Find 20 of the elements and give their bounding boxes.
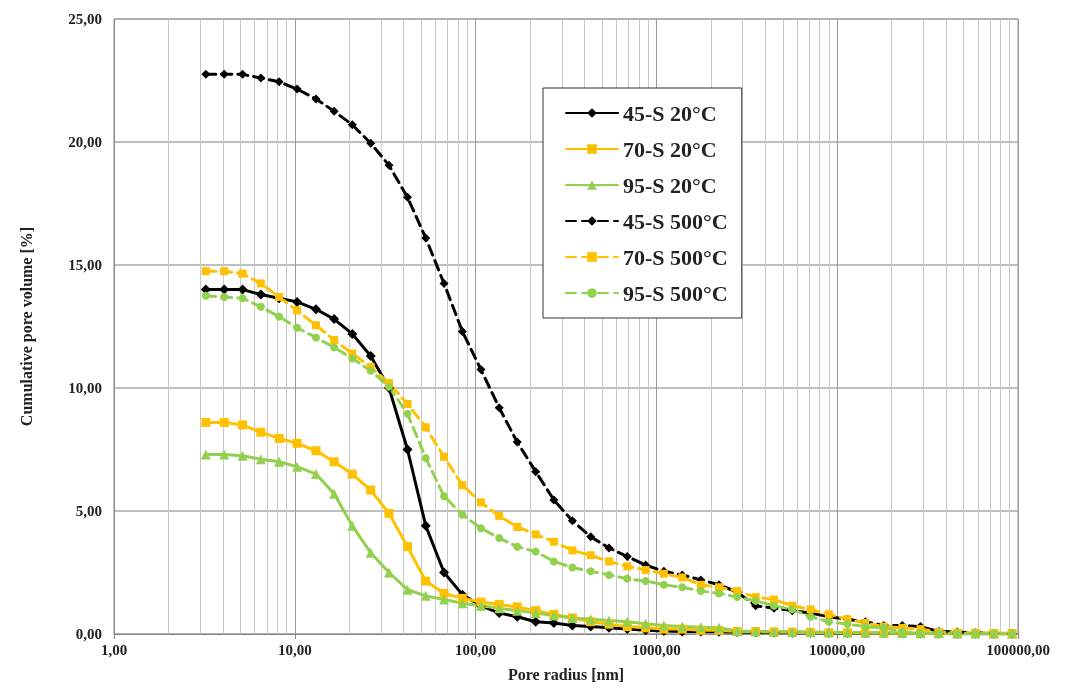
y-tick-label: 20,00 <box>68 134 102 150</box>
x-axis-title: Pore radius [nm] <box>507 665 625 683</box>
y-tick-label: 15,00 <box>68 257 102 273</box>
y-tick-label: 10,00 <box>68 380 102 396</box>
y-tick-label: 5,00 <box>75 503 102 519</box>
x-tick-label: 10,00 <box>277 641 312 658</box>
x-tick-label: 10000,00 <box>809 641 866 658</box>
x-tick-label: 100000,00 <box>986 641 1050 658</box>
x-tick-label: 1000,00 <box>632 641 681 658</box>
y-axis-title: Cumulative pore volume [%] <box>17 226 36 427</box>
y-tick-label: 0,00 <box>75 626 102 642</box>
x-tick-label: 100,00 <box>454 641 497 658</box>
legend-label: 95-S 500°C <box>623 280 728 306</box>
legend-label: 70-S 20°C <box>623 136 717 162</box>
legend-label: 70-S 500°C <box>623 244 728 270</box>
x-tick-label: 1,00 <box>100 641 128 658</box>
legend-label: 45-S 20°C <box>623 100 717 126</box>
legend-label: 45-S 500°C <box>623 208 728 234</box>
legend-label: 95-S 20°C <box>623 172 717 198</box>
y-tick-label: 25,00 <box>68 11 102 27</box>
